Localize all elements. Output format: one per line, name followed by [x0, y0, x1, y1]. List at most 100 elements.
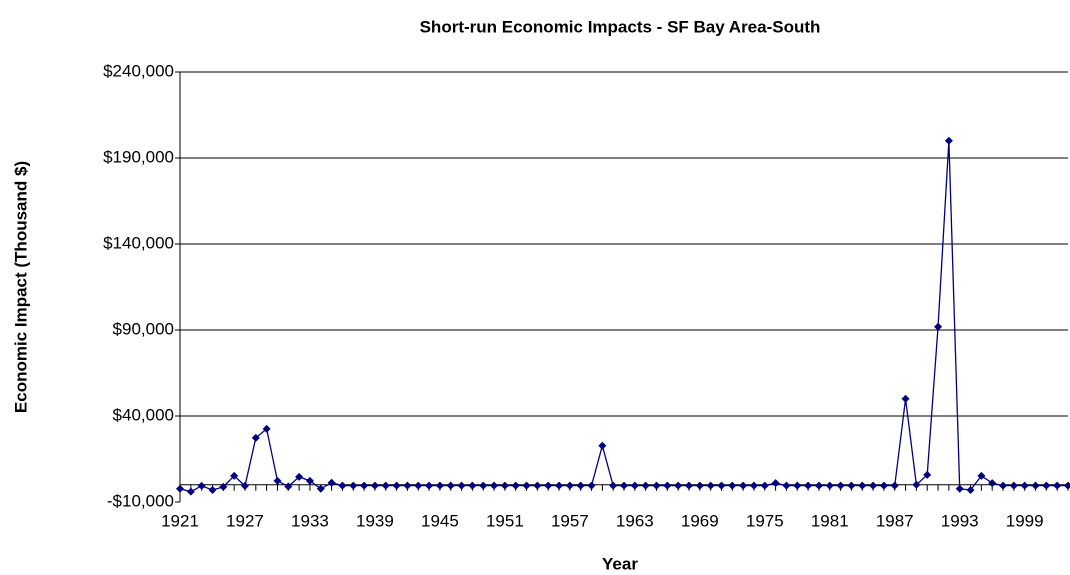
data-point — [999, 481, 1008, 490]
data-point — [425, 481, 434, 490]
x-tick-label: 1933 — [291, 511, 329, 530]
data-point — [652, 481, 661, 490]
x-tick-label: 1963 — [616, 511, 654, 530]
data-point — [609, 481, 618, 490]
data-point — [1031, 481, 1040, 490]
y-tick-label: $240,000 — [103, 61, 174, 80]
data-point — [500, 481, 509, 490]
data-point — [533, 481, 542, 490]
data-point — [739, 481, 748, 490]
data-point — [944, 136, 953, 145]
y-tick-label: -$10,000 — [107, 491, 174, 510]
data-point — [988, 479, 997, 488]
data-point — [804, 481, 813, 490]
data-point — [814, 481, 823, 490]
x-tick-label: 1969 — [681, 511, 719, 530]
data-point — [793, 481, 802, 490]
y-tick-label: $140,000 — [103, 233, 174, 252]
data-point — [338, 481, 347, 490]
data-point — [620, 481, 628, 490]
data-point — [760, 481, 769, 490]
data-point — [555, 481, 564, 490]
chart-title: Short-run Economic Impacts - SF Bay Area… — [420, 17, 821, 36]
data-point — [197, 481, 206, 490]
data-point — [717, 481, 726, 490]
data-point — [176, 484, 184, 493]
data-point — [305, 476, 314, 485]
data-point — [598, 441, 607, 450]
x-tick-label: 1957 — [551, 511, 589, 530]
x-tick-label: 1939 — [356, 511, 394, 530]
data-point — [230, 471, 239, 480]
data-point — [316, 484, 325, 493]
data-point — [1064, 481, 1070, 490]
x-tick-label: 1927 — [226, 511, 264, 530]
data-point — [901, 394, 910, 403]
data-point — [684, 481, 693, 490]
data-point — [955, 484, 964, 493]
data-point — [565, 481, 574, 490]
data-point — [327, 478, 336, 487]
data-point — [879, 481, 888, 490]
data-point — [1042, 481, 1051, 490]
data-point — [381, 481, 390, 490]
x-axis-label: Year — [602, 554, 638, 573]
data-point — [1009, 481, 1018, 490]
data-point — [414, 481, 423, 490]
data-point — [890, 481, 899, 490]
data-point — [695, 481, 704, 490]
data-point — [869, 481, 878, 490]
data-point — [370, 481, 379, 490]
data-point — [728, 481, 737, 490]
data-point — [457, 481, 466, 490]
data-point — [284, 482, 293, 491]
x-tick-label: 1993 — [941, 511, 979, 530]
data-point — [240, 481, 249, 490]
data-point — [349, 481, 358, 490]
data-point — [544, 481, 553, 490]
x-tick-label: 1975 — [746, 511, 784, 530]
data-point — [847, 481, 856, 490]
y-tick-label: $190,000 — [103, 147, 174, 166]
data-point — [446, 481, 455, 490]
data-point — [771, 479, 780, 488]
data-point — [912, 480, 921, 489]
data-point — [262, 424, 271, 433]
data-point — [641, 481, 650, 490]
x-tick-label: 1945 — [421, 511, 459, 530]
data-point — [782, 481, 791, 490]
data-point — [219, 482, 228, 491]
data-point — [825, 481, 834, 490]
x-tick-label: 1987 — [876, 511, 914, 530]
data-point — [587, 481, 596, 490]
data-point — [251, 433, 260, 442]
x-tick-label: 1921 — [161, 511, 199, 530]
data-point — [630, 481, 639, 490]
data-point — [836, 481, 845, 490]
data-point — [663, 481, 672, 490]
data-point — [490, 481, 499, 490]
y-tick-label: $90,000 — [113, 319, 174, 338]
data-point — [522, 481, 531, 490]
x-tick-label: 1951 — [486, 511, 524, 530]
data-point — [186, 487, 195, 496]
data-point — [934, 322, 943, 331]
data-point — [403, 481, 412, 490]
data-point — [674, 481, 683, 490]
data-point — [1053, 481, 1062, 490]
data-point — [295, 472, 304, 481]
data-point — [479, 481, 488, 490]
data-point — [360, 481, 369, 490]
data-point — [392, 481, 401, 490]
data-point — [273, 476, 282, 485]
x-tick-label: 1999 — [1006, 511, 1044, 530]
data-point — [858, 481, 867, 490]
data-point — [435, 481, 444, 490]
x-tick-label: 1981 — [811, 511, 849, 530]
data-point — [977, 471, 986, 480]
y-axis-label: Economic Impact (Thousand $) — [11, 161, 30, 413]
data-point — [468, 481, 477, 490]
data-point — [749, 481, 758, 490]
